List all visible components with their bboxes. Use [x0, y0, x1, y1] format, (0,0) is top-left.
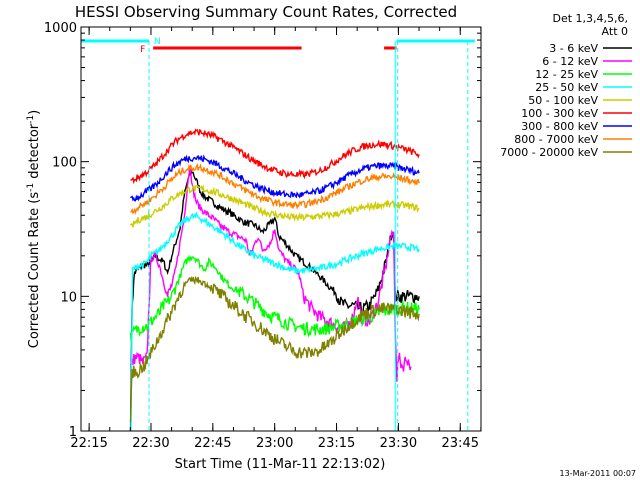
legend-label: 6 - 12 keV — [542, 55, 598, 68]
y-axis-label-exp1: -1 — [26, 183, 36, 192]
x-tick-label: 22:15 — [70, 436, 107, 451]
flare-flag-label: F — [140, 45, 145, 55]
plot-frame — [80, 26, 482, 432]
y-axis-label: Corrected Count Rate (s-1 detector-1) — [26, 110, 42, 348]
y-axis-label-exp2: -1 — [26, 115, 36, 124]
x-tick-label: 23:45 — [442, 436, 479, 451]
x-tick-label: 23:15 — [318, 436, 355, 451]
x-tick-label: 22:30 — [132, 436, 169, 451]
legend-label: 100 - 300 keV — [521, 107, 598, 120]
series-line — [130, 163, 420, 215]
series-line — [130, 154, 420, 202]
legend-label: 3 - 6 keV — [549, 42, 598, 55]
legend-label: 12 - 25 keV — [535, 68, 598, 81]
legend-label: 50 - 100 keV — [528, 94, 598, 107]
x-tick-label: 23:00 — [256, 436, 293, 451]
legend-header: Det 1,3,4,5,6, — [552, 12, 628, 25]
legend-label: 25 - 50 keV — [535, 81, 598, 94]
y-tick-label: 1 — [69, 425, 77, 440]
y-tick-label: 10 — [60, 290, 77, 305]
legend-label: 300 - 800 keV — [521, 120, 598, 133]
y-tick-label: 100 — [52, 156, 77, 171]
series-line — [129, 169, 420, 431]
x-tick-label: 22:45 — [194, 436, 231, 451]
legend-header: Att 0 — [602, 25, 628, 38]
timestamp: 13-Mar-2011 00:07 — [560, 469, 637, 478]
x-tick-label: 23:30 — [380, 436, 417, 451]
series-line — [130, 128, 420, 185]
legend-label: 7000 - 20000 keV — [500, 146, 598, 159]
series-line — [130, 211, 420, 431]
night-flag-label: N — [154, 37, 161, 47]
series-line — [129, 275, 420, 423]
legend-label: 800 - 7000 keV — [514, 133, 598, 146]
series-line — [129, 184, 420, 228]
chart-title: HESSI Observing Summary Count Rates, Cor… — [75, 3, 457, 21]
series-line — [129, 254, 420, 343]
y-tick-label: 1000 — [44, 21, 77, 36]
x-axis-label: Start Time (11-Mar-11 22:13:02) — [175, 457, 386, 472]
